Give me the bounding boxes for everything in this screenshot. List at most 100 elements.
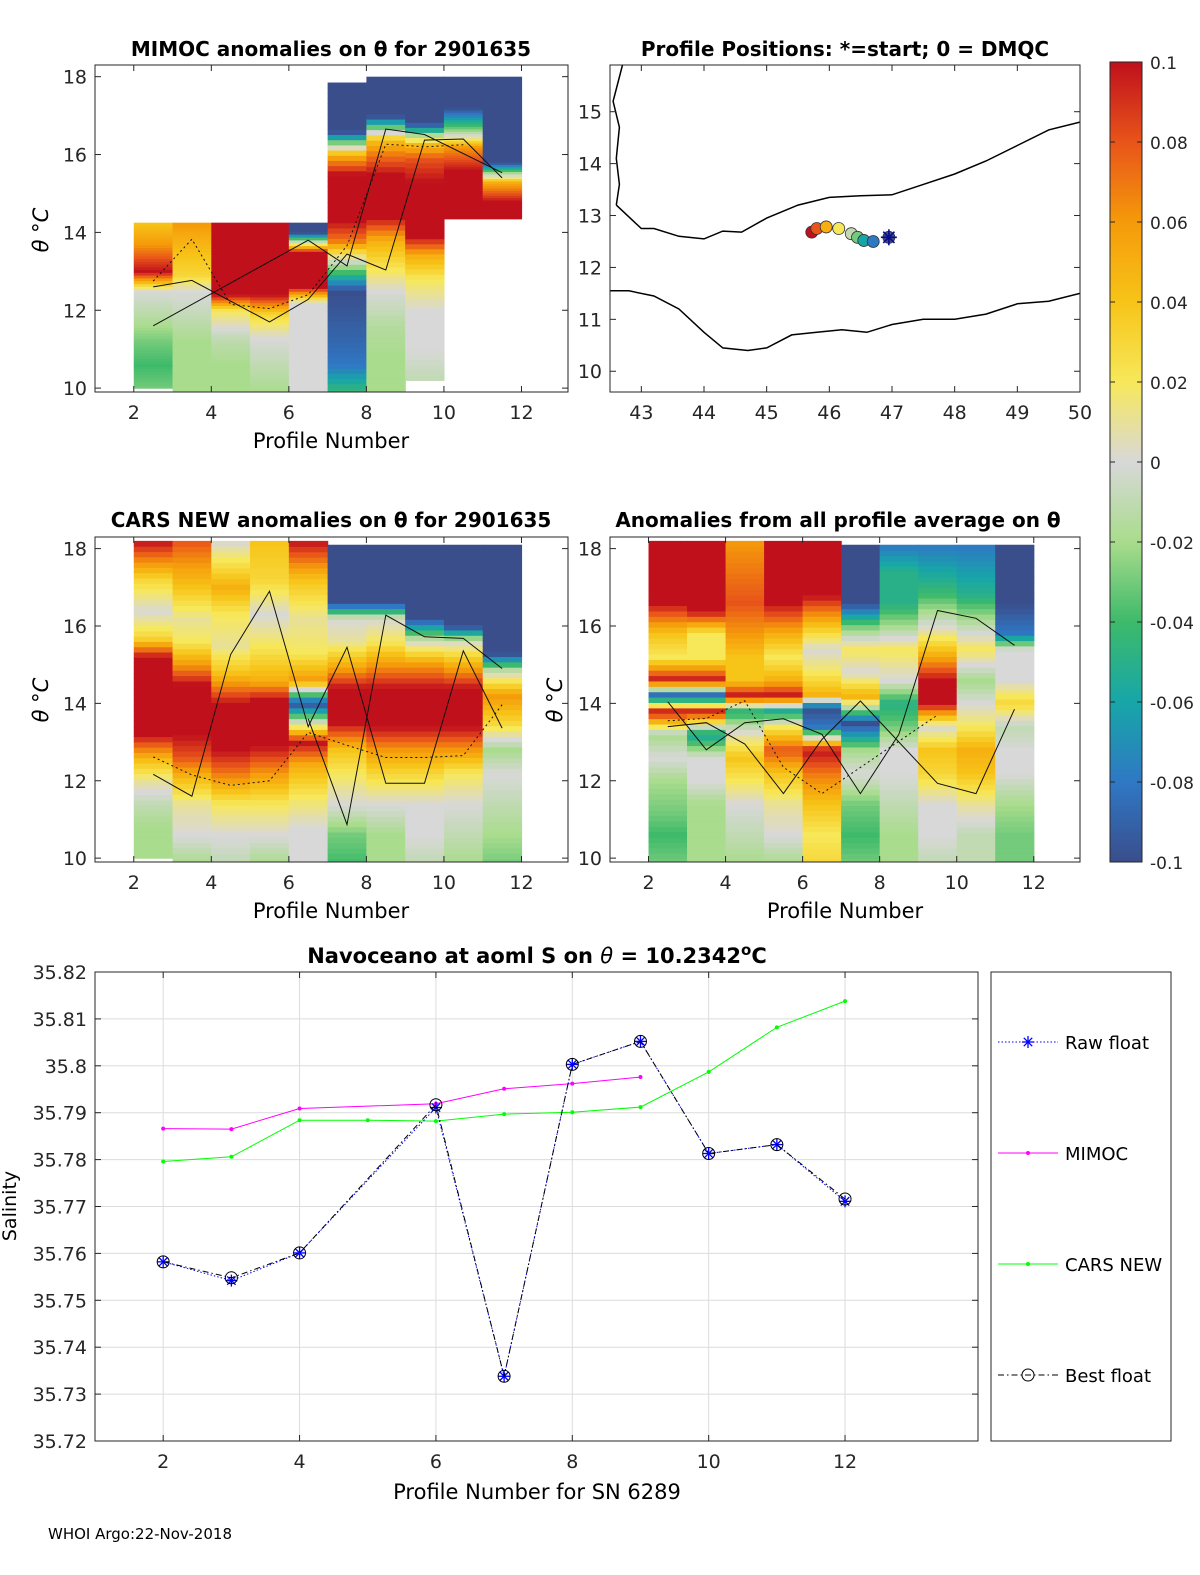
heatmap-cell — [366, 746, 406, 753]
heatmap-cell — [327, 222, 367, 229]
average-contours — [667, 609, 1015, 795]
cars-heatmap-cells — [133, 540, 523, 862]
heatmap-cell — [725, 675, 765, 682]
heatmap-cell — [482, 853, 523, 860]
heatmap-cell — [482, 784, 523, 791]
heatmap-cell — [133, 630, 174, 637]
heatmap-cell — [366, 757, 406, 764]
heatmap-cell — [250, 362, 290, 366]
heatmap-cell — [327, 352, 367, 359]
heatmap-cell — [802, 723, 842, 730]
heatmap-cell — [725, 729, 765, 736]
mimoc-point — [161, 1126, 166, 1131]
mimoc-point — [229, 1127, 234, 1132]
heatmap-cell — [648, 573, 688, 580]
heatmap-cell — [211, 302, 251, 307]
heatmap-cell — [211, 271, 251, 275]
heatmap-cell — [687, 578, 727, 585]
heatmap-cell — [133, 662, 174, 669]
x-tick-label: 8 — [360, 872, 372, 894]
heatmap-cell — [482, 789, 523, 796]
cars-ylabel: θ °C — [29, 677, 53, 722]
heatmap-cell — [327, 794, 367, 801]
heatmap-cell — [288, 562, 329, 569]
heatmap-cell — [918, 773, 958, 780]
heatmap-cell — [802, 578, 842, 585]
heatmap-cell — [327, 144, 367, 151]
heatmap-cell — [211, 648, 251, 655]
heatmap-cell — [482, 672, 523, 679]
heatmap-cell — [366, 304, 406, 310]
heatmap-cell — [956, 810, 996, 817]
heatmap-cell — [482, 635, 523, 642]
heatmap-cell — [956, 741, 996, 748]
heatmap-cell — [956, 794, 996, 801]
heatmap-cell — [133, 847, 174, 854]
heatmap-cell — [995, 544, 1035, 551]
heatmap-cell — [482, 145, 523, 149]
heatmap-cell — [725, 804, 765, 811]
heatmap-cell — [405, 198, 445, 204]
heatmap-cell — [687, 540, 727, 547]
heatmap-cell — [133, 239, 174, 243]
heatmap-cell — [764, 648, 804, 655]
heatmap-cell — [327, 746, 367, 753]
heatmap-cell — [725, 583, 765, 590]
heatmap-cell — [648, 745, 688, 752]
heatmap-cell — [133, 604, 174, 611]
heatmap-cell — [288, 285, 329, 289]
heatmap-cell — [841, 720, 881, 727]
heatmap-cell — [443, 555, 484, 562]
heatmap-cell — [405, 193, 445, 199]
heatmap-cell — [879, 592, 919, 599]
heatmap-cell — [995, 778, 1035, 785]
heatmap-cell — [802, 847, 842, 854]
heatmap-cell — [250, 858, 290, 862]
heatmap-cell — [250, 345, 290, 349]
heatmap-cell — [841, 624, 881, 631]
heatmap-cell — [133, 330, 174, 334]
heatmap-cell — [172, 385, 212, 389]
heatmap-cell — [764, 637, 804, 644]
heatmap-cell — [327, 789, 367, 796]
heatmap-cell — [482, 133, 523, 137]
heatmap-cell — [211, 251, 251, 255]
heatmap-cell — [725, 718, 765, 725]
heatmap-cell — [133, 842, 174, 849]
heatmap-cell — [482, 116, 523, 120]
heatmap-cell — [405, 263, 445, 270]
heatmap-cell — [405, 603, 445, 610]
heatmap-cell — [764, 670, 804, 677]
heatmap-cell — [482, 157, 523, 161]
heatmap-cell — [482, 752, 523, 759]
heatmap-cell — [250, 291, 290, 295]
heatmap-cell — [250, 371, 290, 375]
heatmap-cell — [250, 311, 290, 315]
heatmap-cell — [687, 729, 727, 736]
heatmap-cell — [687, 632, 727, 639]
heatmap-cell — [366, 187, 406, 194]
heatmap-cell — [687, 767, 727, 773]
heatmap-cell — [327, 160, 367, 167]
heatmap-cell — [327, 378, 367, 385]
heatmap-cell — [995, 821, 1035, 828]
heatmap-cell — [443, 154, 484, 158]
heatmap-cell — [995, 667, 1035, 674]
heatmap-cell — [879, 667, 919, 674]
heatmap-cell — [918, 853, 958, 860]
heatmap-cell — [327, 587, 367, 594]
heatmap-cell — [802, 767, 842, 773]
heatmap-cell — [879, 651, 919, 658]
x-tick-label: 4 — [205, 402, 217, 424]
heatmap-cell — [133, 815, 174, 822]
heatmap-cell — [443, 693, 484, 700]
heatmap-cell — [879, 709, 919, 716]
heatmap-cell — [405, 613, 445, 620]
heatmap-cell — [725, 632, 765, 639]
heatmap-cell — [327, 624, 367, 631]
heatmap-cell — [172, 254, 212, 258]
heatmap-cell — [995, 651, 1035, 658]
heatmap-cell — [172, 365, 212, 369]
heatmap-cell — [172, 222, 212, 227]
